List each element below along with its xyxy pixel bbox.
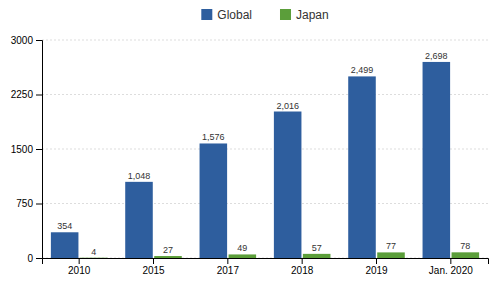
y-axis-line	[36, 41, 43, 259]
x-tick-label: Jan. 2020	[429, 265, 473, 276]
data-label: 354	[57, 221, 72, 231]
x-tick: 2010	[68, 258, 91, 276]
legend: Global Japan	[201, 8, 328, 22]
x-tick-mark	[227, 258, 228, 264]
data-label: 77	[386, 241, 396, 251]
data-label: 2,499	[351, 65, 374, 75]
data-label: 2,698	[425, 51, 448, 61]
x-axis: 2010 2015 2017 2018 2019 Jan. 2020	[43, 258, 489, 276]
y-tick-label: 1500	[11, 144, 34, 155]
data-label: 27	[163, 245, 173, 255]
bar	[303, 254, 331, 258]
y-tick: 3000	[11, 35, 42, 46]
x-tick-label: 2017	[217, 265, 240, 276]
y-tick: 750	[16, 198, 42, 209]
bar	[452, 252, 480, 258]
legend-swatch	[201, 9, 212, 20]
y-tick-mark	[36, 258, 42, 259]
y-tick-mark	[36, 149, 42, 150]
x-tick-mark	[153, 258, 154, 264]
y-tick-mark	[36, 204, 42, 205]
data-label: 49	[237, 243, 247, 253]
chart: 0 750 1500 2250 3000 2010 2015 2017 2018 2019 Jan.…	[0, 0, 500, 284]
data-label: 4	[91, 247, 96, 257]
bar	[200, 143, 228, 258]
x-tick: Jan. 2020	[429, 258, 473, 276]
bar	[125, 182, 153, 258]
legend-label: Global	[217, 8, 252, 22]
y-tick-label: 0	[27, 253, 33, 264]
data-label: 1,048	[128, 171, 151, 181]
y-tick-mark	[36, 95, 42, 96]
bar	[274, 112, 302, 258]
data-label: 78	[460, 241, 470, 251]
x-tick-label: 2019	[365, 265, 388, 276]
legend-item: Global	[201, 8, 252, 22]
grid-line	[42, 40, 488, 41]
y-tick-mark	[36, 40, 42, 41]
legend-label: Japan	[296, 8, 329, 22]
grid-line	[42, 94, 488, 95]
grid	[42, 40, 488, 258]
legend-item: Japan	[280, 8, 329, 22]
x-tick: 2019	[365, 258, 388, 276]
x-tick: 2018	[291, 258, 314, 276]
x-tick: 2015	[142, 258, 165, 276]
y-tick: 2250	[11, 89, 42, 100]
plot: 0 750 1500 2250 3000 2010 2015 2017 2018 2019 Jan.…	[11, 35, 489, 276]
y-tick-label: 3000	[11, 35, 34, 46]
grid-line	[42, 203, 488, 204]
bar	[154, 256, 182, 258]
y-tick: 0	[27, 253, 42, 264]
bar	[229, 254, 257, 258]
x-tick-mark	[302, 258, 303, 264]
bar	[377, 252, 405, 258]
y-tick: 1500	[11, 144, 42, 155]
x-tick-label: 2015	[142, 265, 165, 276]
data-label: 57	[312, 243, 322, 253]
x-tick-mark	[79, 258, 80, 264]
y-tick-label: 750	[16, 198, 33, 209]
x-axis-line	[43, 259, 489, 265]
x-tick-label: 2010	[68, 265, 91, 276]
bar	[51, 232, 79, 258]
y-tick-label: 2250	[11, 89, 34, 100]
grid-line	[42, 149, 488, 150]
bar	[348, 76, 376, 258]
data-label: 1,576	[202, 132, 225, 142]
x-tick-mark	[450, 258, 451, 264]
x-tick: 2017	[217, 258, 240, 276]
bar	[80, 257, 108, 258]
legend-swatch	[280, 9, 291, 20]
y-axis: 0 750 1500 2250 3000	[11, 35, 43, 264]
bars	[51, 62, 479, 258]
data-labels: 354 1,048 1,576 2,016 2,499 2,698 4 27 49 57 77 78	[57, 51, 470, 257]
x-tick-label: 2018	[291, 265, 314, 276]
x-tick-mark	[376, 258, 377, 264]
bar	[423, 62, 451, 258]
data-label: 2,016	[276, 101, 299, 111]
